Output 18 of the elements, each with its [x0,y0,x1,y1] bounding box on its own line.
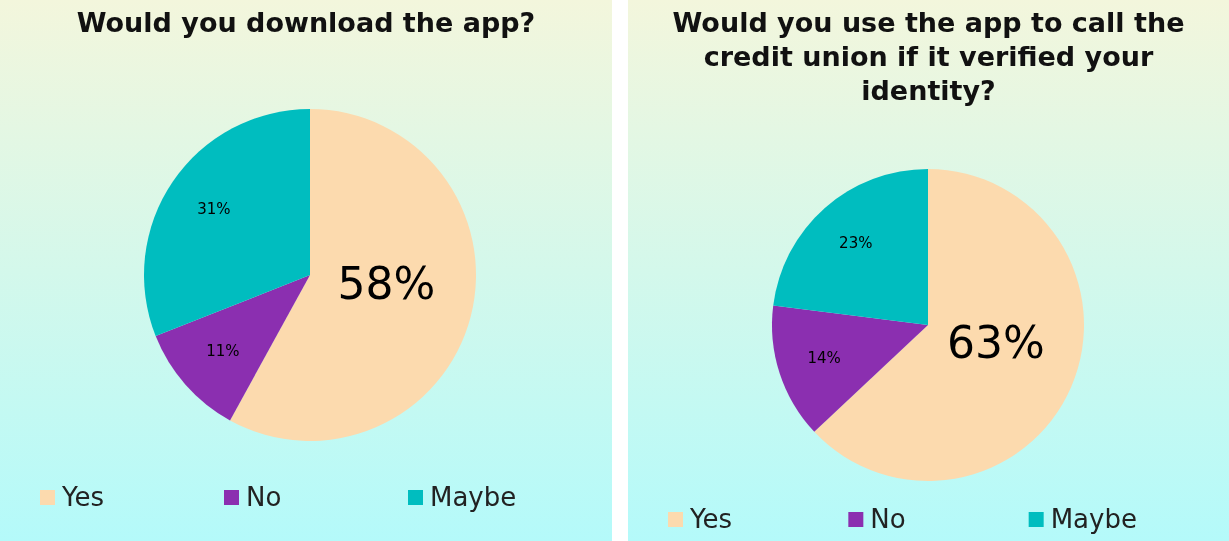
data-label: 11% [206,342,240,361]
legend-label: No [870,503,906,534]
data-label: 31% [197,200,231,219]
data-label: 23% [839,233,873,252]
legend-label: Maybe [1050,503,1137,534]
pie-slice [155,275,310,421]
data-label: 63% [947,317,1045,369]
pie-slice [773,169,928,325]
legend-label: No [246,481,282,512]
legend-label: Yes [689,503,732,534]
data-label: 58% [337,257,436,309]
legend-label: Yes [61,481,104,512]
data-label: 14% [807,349,841,368]
chart-title: Would you use the app to call the credit union if it verified your identity? [672,7,1185,106]
pie-slice [772,305,928,432]
pie-slice [144,109,310,337]
legend-label: Maybe [430,481,517,512]
chart-title: Would you download the app? [76,7,536,38]
